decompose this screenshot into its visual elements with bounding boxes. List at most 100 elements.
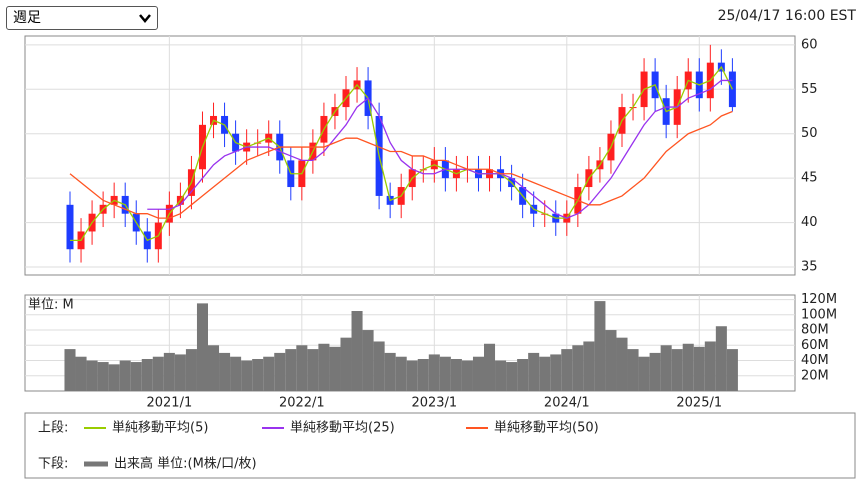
candle-body [629, 107, 637, 109]
candle-body [474, 169, 482, 179]
candle-body [198, 124, 206, 170]
y-tick-label: 40 [801, 215, 818, 230]
y-tick-label: 60M [801, 338, 829, 353]
candle-body [221, 115, 229, 134]
candle-body [99, 204, 107, 214]
legend-entry: 単純移動平均(5) [112, 420, 208, 436]
volume-bar [318, 343, 330, 391]
volume-bar [395, 356, 407, 391]
volume-bar [561, 349, 573, 391]
candle-body [552, 213, 560, 223]
price-panel [24, 35, 796, 276]
legend-entry: 出来高 単位:(M株/口/枚) [114, 456, 257, 472]
y-tick-label: 20M [801, 368, 829, 383]
candle-body [77, 231, 85, 250]
candle-body [695, 71, 703, 99]
volume-bar [130, 362, 142, 391]
candle-body [618, 107, 626, 134]
volume-bar [230, 356, 242, 391]
volume-bar [351, 311, 363, 391]
volume-bar [550, 354, 562, 391]
volume-bar [285, 349, 297, 391]
legend-label: 上段: [38, 421, 68, 436]
volume-bar [605, 330, 617, 391]
volume-bar [108, 364, 120, 391]
candle-body [331, 107, 339, 116]
candle-body [673, 89, 681, 125]
candle-body [265, 133, 273, 143]
candle-body [574, 187, 582, 214]
candle-body [541, 213, 549, 215]
volume-bar [616, 337, 628, 391]
volume-bar [528, 352, 540, 391]
x-tick-label: 2025/1 [676, 396, 722, 411]
candle-body [276, 133, 284, 161]
candle-body [596, 160, 604, 170]
volume-bar [75, 356, 87, 391]
candle-body [66, 204, 74, 250]
y-tick-label: 35 [801, 260, 818, 275]
volume-bar [594, 301, 606, 391]
candle-body [430, 160, 438, 170]
volume-bar [450, 359, 462, 391]
legend-label: 下段: [38, 457, 68, 472]
ma-line [70, 65, 733, 242]
volume-bar [97, 362, 109, 391]
y-tick-label: 55 [801, 82, 818, 97]
volume-bar [263, 356, 275, 391]
volume-panel [24, 294, 796, 392]
volume-bar [362, 330, 374, 391]
chevron [139, 14, 151, 23]
volume-bar [373, 341, 385, 391]
volume-bar [384, 352, 396, 391]
volume-bar [329, 346, 341, 391]
legend-box [24, 412, 856, 479]
volume-bar [307, 349, 319, 391]
candle-body [309, 142, 317, 161]
candle-body [640, 71, 648, 108]
volume-bar [241, 360, 253, 391]
y-tick-label: 100M [801, 307, 837, 322]
candle-body [353, 80, 361, 90]
candle-body [441, 160, 449, 179]
ma-line [69, 110, 733, 219]
volume-bar [517, 359, 529, 391]
candle-body [706, 62, 714, 99]
volume-bar [461, 360, 473, 391]
legend-entry: 単純移動平均(50) [494, 420, 599, 436]
candle-body [651, 71, 659, 99]
volume-bar [163, 352, 175, 391]
candle-body [88, 213, 96, 232]
candle-body [463, 169, 471, 171]
candle-body [287, 160, 295, 188]
volume-bar [539, 356, 551, 391]
candle-body [210, 115, 218, 125]
volume-bar [472, 356, 484, 391]
candle-body [530, 204, 538, 214]
volume-bar [185, 349, 197, 391]
volume-bar [274, 352, 286, 391]
legend-entry: 単純移動平均(25) [290, 420, 395, 436]
candle-body [121, 195, 129, 214]
period-select[interactable]: 週足 [6, 6, 158, 30]
volume-bar [439, 356, 451, 391]
candle-body [419, 169, 427, 171]
volume-bar [406, 360, 418, 391]
candle-body [386, 195, 394, 205]
y-tick-label: 60 [801, 37, 818, 52]
volume-bar [152, 356, 164, 391]
volume-bar [638, 356, 650, 391]
candle-body [662, 98, 670, 125]
volume-bar [495, 360, 507, 391]
candle-body [408, 169, 416, 188]
y-tick-label: 120M [801, 292, 837, 307]
y-tick-label: 50 [801, 126, 818, 141]
candle-body [298, 160, 306, 188]
volume-bar [660, 345, 672, 391]
volume-bar [682, 343, 694, 391]
volume-bar [141, 359, 153, 391]
ma-line [147, 79, 733, 219]
candle-body [187, 169, 195, 196]
volume-unit-label: 単位: M [28, 297, 74, 313]
volume-bar [252, 359, 264, 391]
